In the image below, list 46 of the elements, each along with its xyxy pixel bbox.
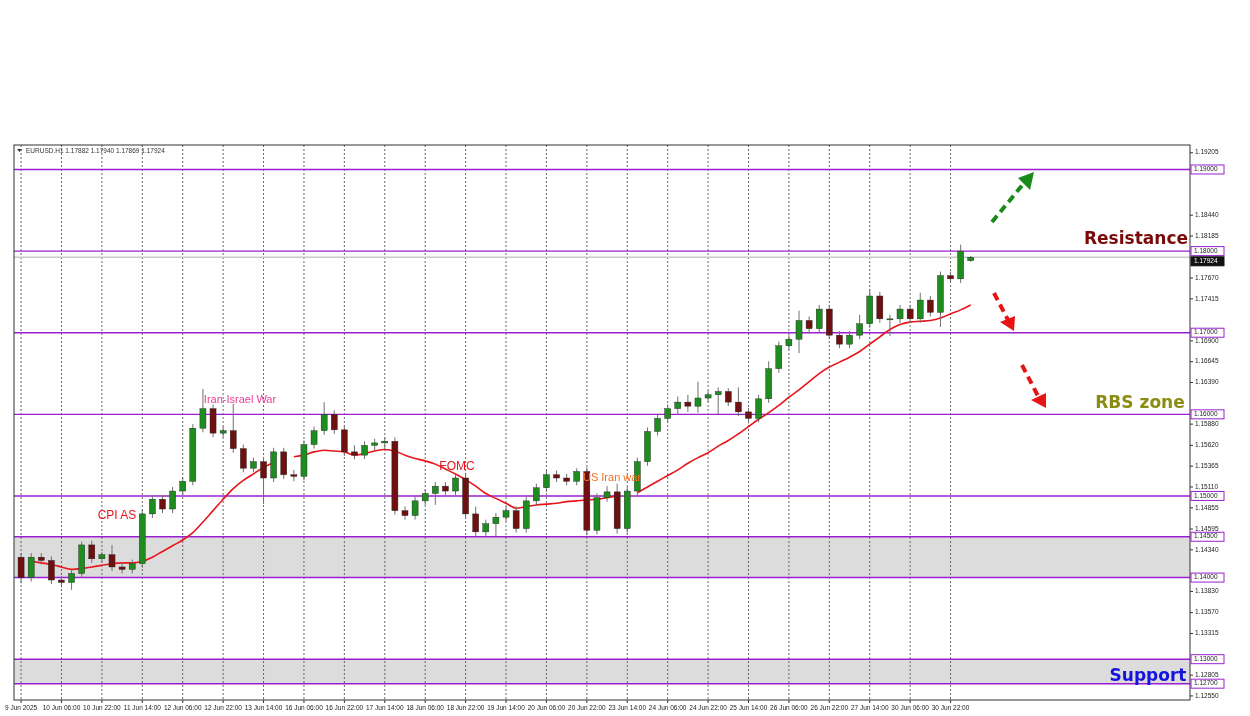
candlestick <box>876 291 884 324</box>
candlestick <box>88 540 96 564</box>
candlestick <box>684 394 692 413</box>
candlestick <box>755 394 762 423</box>
annotation: FOMC <box>439 459 475 474</box>
candlestick <box>320 401 328 436</box>
candlestick <box>917 292 924 324</box>
annotation: Resistance <box>1084 228 1188 248</box>
candlestick <box>240 444 247 473</box>
annotation: RBS zone <box>1095 392 1185 412</box>
candlestick <box>805 315 813 334</box>
candlestick <box>775 341 783 374</box>
candlestick <box>290 469 298 482</box>
candlestick <box>512 506 520 534</box>
candlestick <box>927 295 934 317</box>
candlestick <box>17 552 25 584</box>
candlestick <box>452 473 459 496</box>
candlestick <box>472 506 479 537</box>
candlestick <box>310 426 318 450</box>
candlestick <box>230 403 237 454</box>
candlestick <box>401 506 409 521</box>
candlestick <box>108 544 116 572</box>
candlestick <box>68 568 75 591</box>
candlestick <box>886 314 894 337</box>
candlestick <box>714 386 722 415</box>
candlestick <box>331 409 338 435</box>
annotation: CPI AS <box>97 508 137 523</box>
candlestick <box>795 310 803 354</box>
candlestick <box>492 512 500 538</box>
candlestick <box>654 413 661 437</box>
candlestick <box>735 386 742 417</box>
annotation: Iran-Israel War <box>203 392 277 405</box>
candlestick <box>856 314 863 340</box>
candlestick <box>280 447 287 480</box>
candlestick <box>694 381 702 414</box>
candlestick <box>533 483 540 506</box>
candlestick <box>411 496 419 521</box>
candlestick <box>27 552 35 583</box>
candlestick <box>603 485 611 503</box>
candlestick <box>169 486 176 514</box>
annotation: Support <box>1109 665 1187 685</box>
candlestick <box>48 555 55 585</box>
candlestick <box>149 494 156 519</box>
candlestick <box>432 481 439 506</box>
candlestick <box>118 561 126 574</box>
candlestick <box>815 304 823 334</box>
